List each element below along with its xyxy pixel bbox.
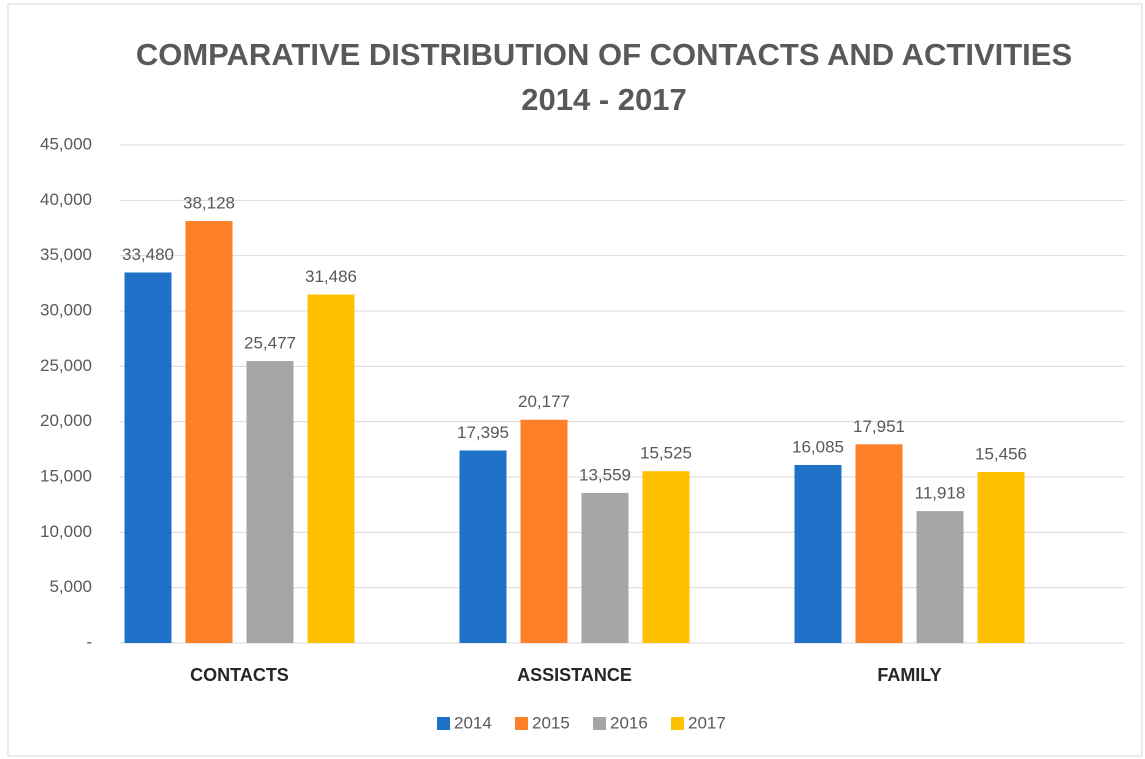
- y-tick-label: 30,000: [40, 300, 92, 319]
- data-label: 17,395: [457, 423, 509, 442]
- legend-label: 2015: [532, 713, 570, 732]
- y-tick-label: 45,000: [40, 134, 92, 153]
- y-tick-label: 40,000: [40, 190, 92, 209]
- chart-title: 2014 - 2017: [521, 82, 686, 117]
- data-label: 20,177: [518, 392, 570, 411]
- y-tick-label: 15,000: [40, 466, 92, 485]
- data-label: 15,456: [975, 444, 1027, 463]
- y-tick-label: 20,000: [40, 411, 92, 430]
- x-tick-label: FAMILY: [877, 665, 941, 685]
- data-label: 38,128: [183, 194, 235, 213]
- legend-swatch: [515, 717, 528, 730]
- legend-label: 2014: [454, 713, 492, 732]
- legend-swatch: [593, 717, 606, 730]
- y-tick-label: -: [86, 632, 92, 651]
- data-label: 15,525: [640, 444, 692, 463]
- bar: [124, 272, 172, 643]
- y-tick-label: 35,000: [40, 245, 92, 264]
- legend-swatch: [437, 717, 450, 730]
- bar: [307, 294, 355, 643]
- legend-label: 2016: [610, 713, 648, 732]
- data-label: 17,951: [853, 417, 905, 436]
- chart-title: COMPARATIVE DISTRIBUTION OF CONTACTS AND…: [136, 37, 1072, 72]
- bar: [581, 492, 629, 643]
- data-label: 13,559: [579, 465, 631, 484]
- data-label: 11,918: [915, 484, 966, 503]
- bar: [977, 471, 1025, 643]
- bar: [185, 221, 233, 643]
- data-label: 31,486: [305, 267, 357, 286]
- x-tick-label: CONTACTS: [190, 665, 289, 685]
- bar: [459, 450, 507, 643]
- bar: [794, 464, 842, 643]
- bar: [520, 419, 568, 643]
- data-label: 25,477: [244, 334, 296, 353]
- bar: [246, 361, 294, 643]
- bar: [855, 444, 903, 643]
- y-tick-label: 25,000: [40, 356, 92, 375]
- data-label: 16,085: [792, 437, 844, 456]
- y-tick-label: 5,000: [49, 577, 92, 596]
- data-label: 33,480: [122, 245, 174, 264]
- legend-swatch: [671, 717, 684, 730]
- legend-label: 2017: [688, 713, 726, 732]
- bar: [916, 511, 964, 643]
- bar: [642, 471, 690, 643]
- y-tick-label: 10,000: [40, 522, 92, 541]
- x-tick-label: ASSISTANCE: [517, 665, 632, 685]
